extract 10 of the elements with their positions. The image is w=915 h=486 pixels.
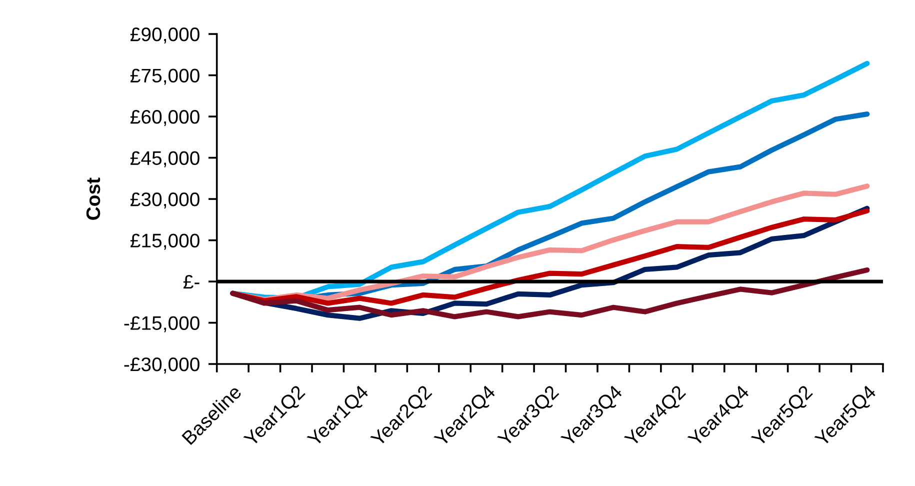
y-tick-label: £90,000: [130, 27, 200, 44]
y-tick-label: £30,000: [130, 192, 200, 209]
y-tick-label: £60,000: [130, 110, 200, 126]
y-axis-title: Cost: [86, 178, 100, 220]
y-tick-label: -£15,000: [124, 316, 200, 332]
y-tick-label: £15,000: [130, 234, 200, 250]
y-tick-label: £45,000: [130, 151, 200, 168]
y-tick-label: £-: [183, 274, 200, 289]
y-tick-label: £75,000: [130, 68, 200, 85]
y-tick-label: -£30,000: [124, 357, 200, 374]
